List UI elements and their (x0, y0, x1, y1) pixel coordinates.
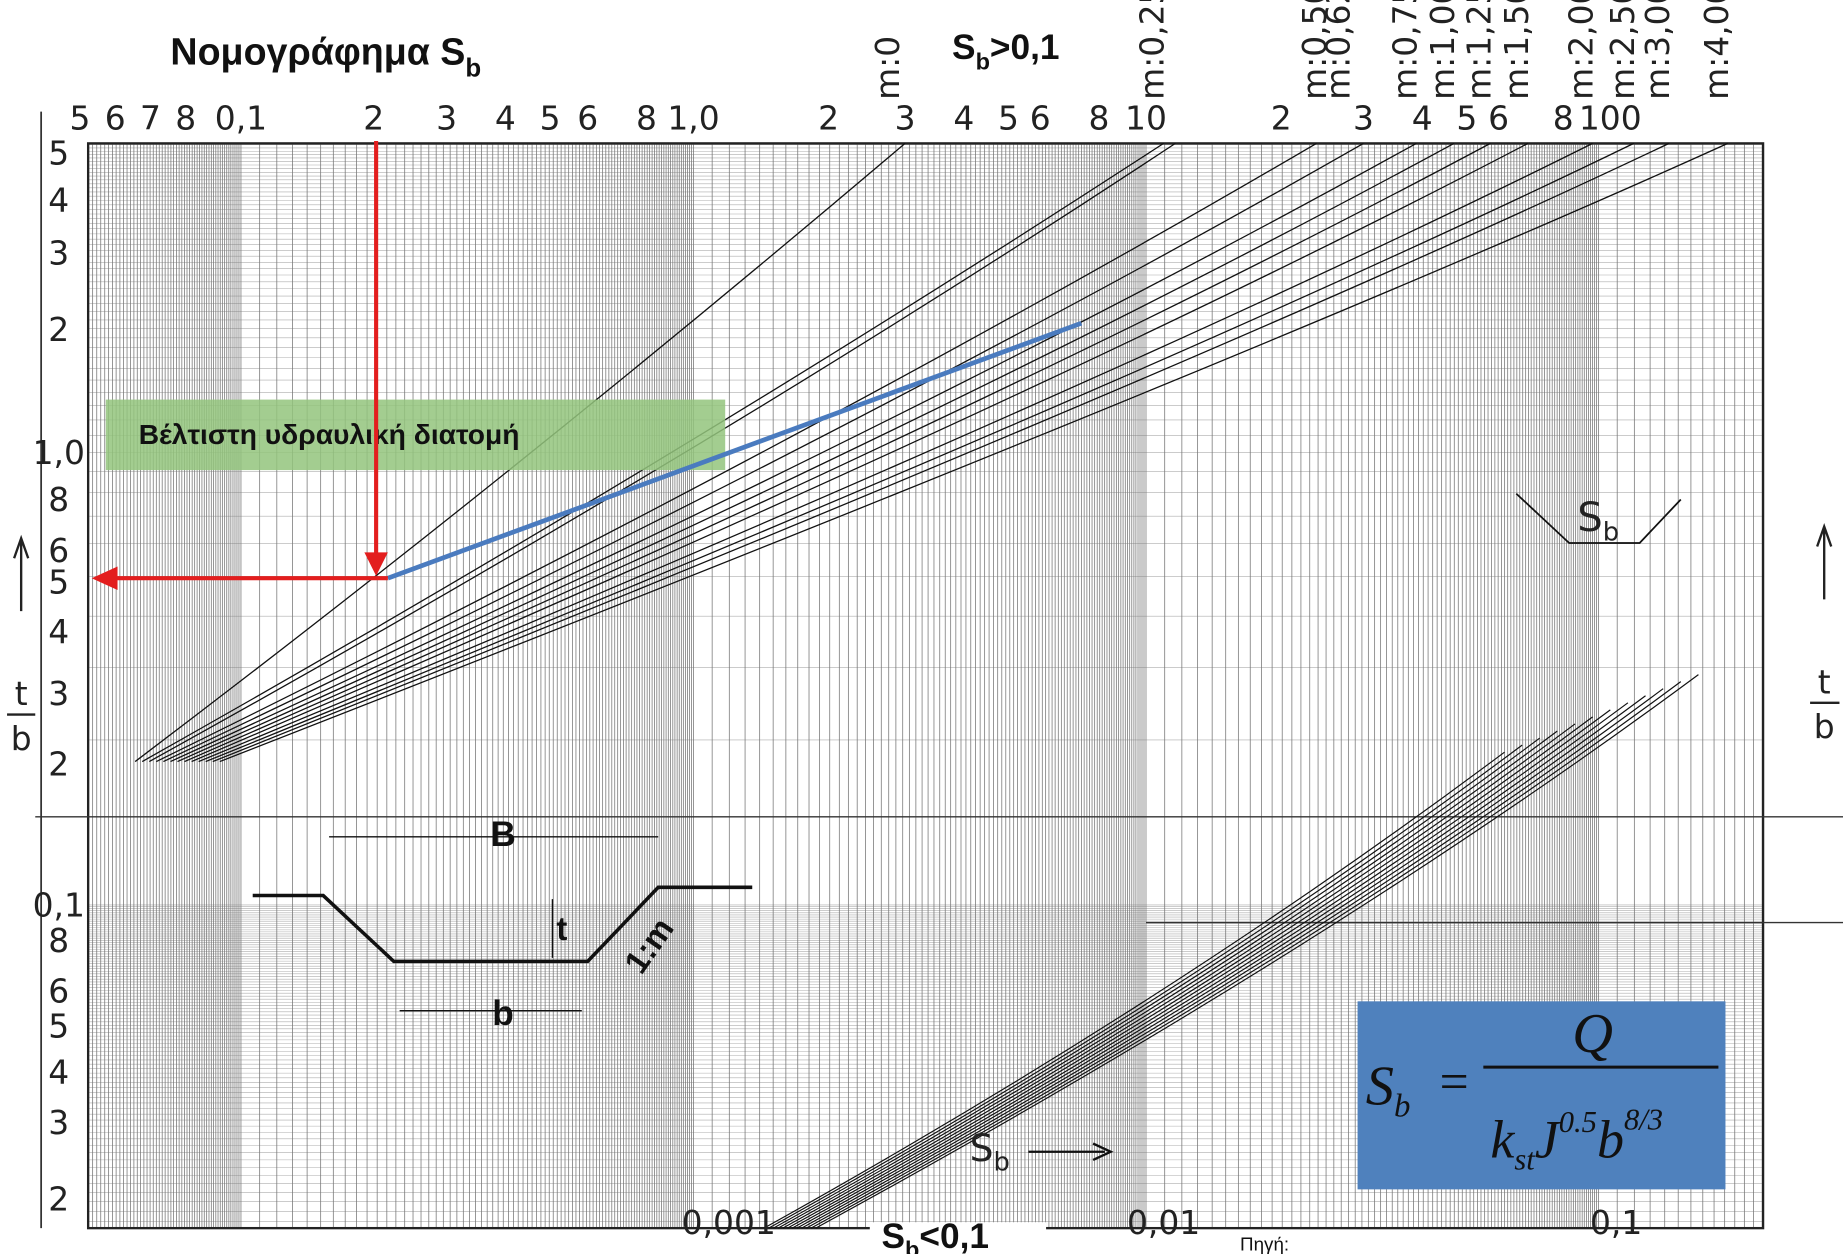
section-label: B (490, 815, 515, 854)
bottom-tick-label: 0,001 (682, 1203, 776, 1242)
top-tick-label: 10 (1125, 98, 1167, 137)
left-tick-label: 4 (48, 612, 69, 651)
inset-label-part: b (1603, 518, 1619, 548)
formula-lhs-part: b (1394, 1088, 1410, 1124)
axis-title: b (1814, 707, 1835, 746)
left-tick-label: 2 (48, 1180, 69, 1219)
m-label: m:1,25 (1459, 0, 1498, 100)
formula-den-part: k (1490, 1110, 1515, 1170)
section-label: b (492, 994, 514, 1033)
left-tick-label: 8 (48, 480, 69, 519)
formula-lhs-part: S (1366, 1056, 1394, 1118)
left-tick-label: 8 (48, 921, 69, 960)
top-tick-label: 8 (175, 98, 196, 137)
m-label: m:0 (868, 36, 907, 100)
bottom-tick-label: 0,01 (1127, 1203, 1200, 1242)
inset-label-part: S (1577, 495, 1602, 541)
left-tick-label: 0,1 (33, 886, 85, 925)
m-label: m:0,625 (1318, 0, 1357, 100)
m-label: m:2,50 (1603, 0, 1642, 100)
left-tick-label: 5 (48, 134, 69, 173)
left-tick-label: 5 (48, 563, 69, 602)
top-tick-label: 3 (1353, 98, 1374, 137)
upper-label-part: S (952, 28, 976, 67)
left-tick-label: 1,0 (33, 433, 85, 472)
formula-den-part: 0.5 (1559, 1105, 1597, 1139)
left-tick-label: 3 (48, 1103, 69, 1142)
lower-label-part: b (905, 1237, 919, 1254)
top-tick-label: 4 (495, 98, 516, 137)
left-tick-label: 2 (48, 310, 69, 349)
top-tick-label: 4 (953, 98, 974, 137)
top-tick-label: 4 (1412, 98, 1433, 137)
formula-num: Q (1572, 1003, 1613, 1065)
source: Πηγή: (1240, 1233, 1289, 1254)
title-part: Νομογράφημα S (170, 31, 465, 73)
axis-title: t (1818, 662, 1831, 701)
top-tick-label: 0,1 (215, 98, 267, 137)
page: Nomogram html,body{margin:0;padding:0;ba… (0, 0, 1843, 1254)
arrow-label-part: b (994, 1148, 1010, 1178)
top-tick-label: 3 (895, 98, 916, 137)
lower-label-part: S (882, 1217, 906, 1254)
top-tick-label: 2 (1271, 98, 1292, 137)
arrow-label-part: S (970, 1126, 994, 1170)
title-part: b (465, 54, 481, 82)
left-tick-label: 5 (48, 1007, 69, 1046)
top-tick-label: 2 (363, 98, 384, 137)
left-tick-label: 3 (48, 674, 69, 713)
formula-den-part: st (1514, 1142, 1536, 1176)
top-tick-label: 6 (1030, 98, 1051, 137)
lower-label: Sb<0,1 (882, 1217, 989, 1254)
top-tick-label: 100 (1579, 98, 1642, 137)
m-label: m:4,00 (1697, 0, 1736, 100)
formula-den-part: b (1597, 1110, 1624, 1170)
top-tick-label: 6 (1488, 98, 1509, 137)
optimal-label: Βέλτιστη υδραυλική διατομή (139, 418, 520, 450)
left-tick-label: 2 (48, 745, 69, 784)
top-tick-label: 5 (69, 98, 90, 137)
top-tick-label: 8 (1089, 98, 1110, 137)
top-tick-label: 7 (140, 98, 161, 137)
lower-label-part: <0,1 (919, 1217, 989, 1254)
top-tick-label: 6 (105, 98, 126, 137)
formula-den-part: 8/3 (1624, 1102, 1663, 1136)
m-label: m:0,25 (1133, 0, 1172, 100)
formula-den-part: J (1535, 1110, 1562, 1170)
left-tick-label: 4 (48, 1053, 69, 1092)
bottom-tick-label: 0,1 (1590, 1203, 1642, 1242)
m-label: m:3,00 (1638, 0, 1677, 100)
axis-title: b (11, 719, 32, 758)
top-tick-label: 2 (818, 98, 839, 137)
m-label: m:0,75 (1385, 0, 1424, 100)
top-tick-label: 5 (540, 98, 561, 137)
left-tick-label: 3 (48, 233, 69, 272)
left-tick-label: 6 (48, 971, 69, 1010)
m-label: m:1,50 (1497, 0, 1536, 100)
top-tick-label: 5 (998, 98, 1019, 137)
section-label: t (556, 910, 567, 947)
upper-label-part: >0,1 (990, 28, 1060, 67)
top-tick-label: 6 (577, 98, 598, 137)
top-tick-label: 3 (436, 98, 457, 137)
top-tick-label: 1,0 (667, 98, 719, 137)
body: {"title":{"text":"Νομογράφημα S","sub":"… (0, 0, 1843, 1254)
m-label: m:1,00 (1423, 0, 1462, 100)
nomogram: 56780,12345681,02345681023456810054321,0… (0, 0, 1843, 1254)
axis-title: t (15, 674, 28, 713)
m-label: m:2,00 (1562, 0, 1601, 100)
upper-label-part: b (976, 48, 990, 74)
top-tick-label: 8 (636, 98, 657, 137)
top-tick-label: 8 (1553, 98, 1574, 137)
left-tick-label: 4 (48, 181, 69, 220)
formula-eq: = (1436, 1054, 1471, 1111)
top-tick-label: 5 (1456, 98, 1477, 137)
